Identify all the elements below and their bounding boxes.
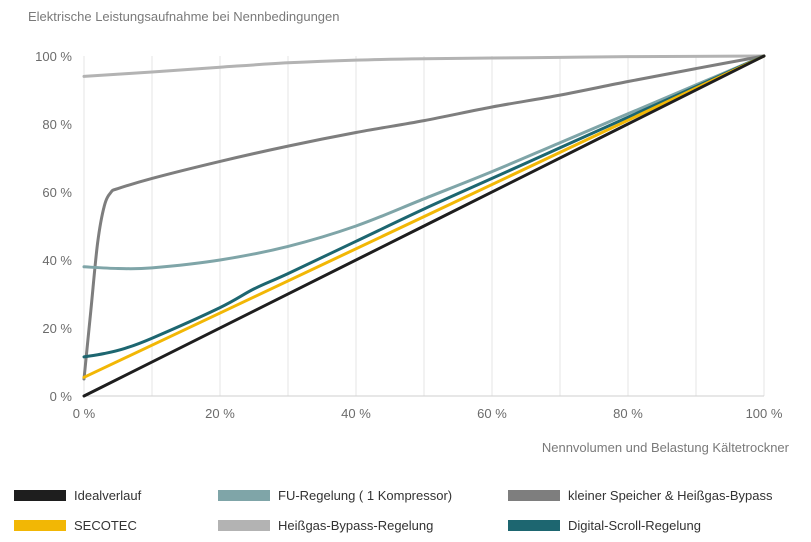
chart-series <box>82 54 766 398</box>
x-tick-label: 20 % <box>205 406 235 421</box>
x-tick-label: 40 % <box>341 406 371 421</box>
x-tick-label: 0 % <box>73 406 96 421</box>
series-line-idealverlauf <box>82 54 766 398</box>
y-tick-label: 60 % <box>42 185 72 200</box>
legend-item: Heißgas-Bypass-Regelung <box>218 518 433 533</box>
legend-swatch <box>218 520 270 531</box>
x-tick-label: 80 % <box>613 406 643 421</box>
x-axis-ticks: 0 % 20 % 40 % 60 % 80 % 100 % <box>73 406 783 421</box>
legend-label: Digital-Scroll-Regelung <box>568 518 701 533</box>
legend-swatch <box>14 490 66 501</box>
series-line-secotec <box>82 54 766 379</box>
legend-label: SECOTEC <box>74 518 137 533</box>
y-tick-label: 80 % <box>42 117 72 132</box>
legend-swatch <box>508 520 560 531</box>
x-tick-label: 100 % <box>746 406 783 421</box>
legend-item: Digital-Scroll-Regelung <box>508 518 701 533</box>
series-line-digital-scroll-regelung <box>82 54 766 359</box>
legend-swatch <box>14 520 66 531</box>
series-line-kleiner-speicher-hei-gas-bypass <box>82 54 766 381</box>
y-tick-label: 0 % <box>50 389 73 404</box>
legend-label: Heißgas-Bypass-Regelung <box>278 518 434 533</box>
legend-label: FU-Regelung ( 1 Kompressor) <box>278 488 453 503</box>
y-axis-ticks: 0 % 20 % 40 % 60 % 80 % 100 % <box>35 49 72 404</box>
y-axis-title: Elektrische Leistungsaufnahme bei Nennbe… <box>28 9 340 24</box>
legend-item: kleiner Speicher & Heißgas-Bypass <box>508 488 772 503</box>
y-tick-label: 40 % <box>42 253 72 268</box>
x-axis-title: Nennvolumen und Belastung Kältetrockner <box>541 440 789 455</box>
legend-item: FU-Regelung ( 1 Kompressor) <box>218 488 452 503</box>
y-tick-label: 100 % <box>35 49 72 64</box>
series-line-fu-regelung-1-kompressor <box>82 54 766 271</box>
legend-label: kleiner Speicher & Heißgas-Bypass <box>568 488 773 503</box>
legend-item: SECOTEC <box>14 518 137 533</box>
legend-label: Idealverlauf <box>74 488 142 503</box>
x-tick-label: 60 % <box>477 406 507 421</box>
legend-item: Idealverlauf <box>14 488 141 503</box>
series-line-hei-gas-bypass-regelung <box>82 54 766 78</box>
y-tick-label: 20 % <box>42 321 72 336</box>
legend-swatch <box>218 490 270 501</box>
legend-swatch <box>508 490 560 501</box>
